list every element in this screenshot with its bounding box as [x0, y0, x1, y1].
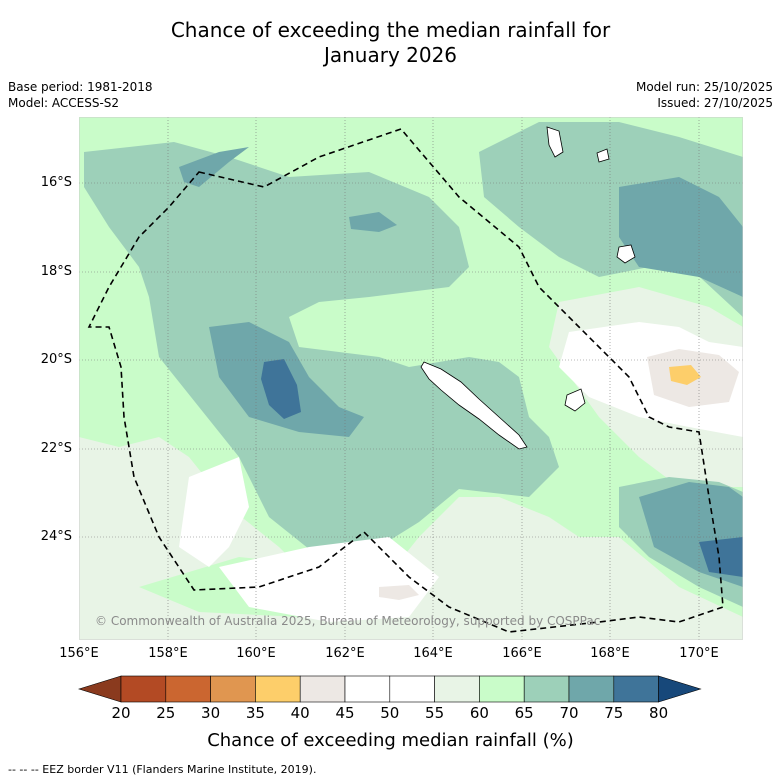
- colorbar-tick-label: 40: [290, 704, 310, 722]
- vanuatu-north: [546, 126, 564, 158]
- lon-label-158e: 158°E: [148, 646, 188, 661]
- colorbar-tick-label: 35: [245, 704, 265, 722]
- colorbar-tick-label: 70: [559, 704, 579, 722]
- base-period-text: Base period: 1981-2018: [8, 80, 153, 94]
- eez-border: [87, 128, 724, 633]
- contour-35-40: [669, 365, 701, 385]
- model-run-text: Model run: 25/10/2025: [635, 80, 773, 94]
- colorbar-tick-label: 65: [514, 704, 534, 722]
- colorbar-segment: [389, 675, 435, 703]
- contour-south-light: [219, 537, 439, 622]
- colorbar-tick-label: 45: [335, 704, 355, 722]
- lat-label-18s: 18°S: [40, 264, 72, 279]
- lon-label-170e: 170°E: [679, 646, 719, 661]
- colorbar-segment: [434, 675, 480, 703]
- colorbar-segment: [165, 675, 211, 703]
- contour-70-75-nw: [179, 147, 249, 187]
- colorbar-segment: [299, 675, 346, 703]
- vanuatu-south: [616, 244, 636, 264]
- lat-label-20s: 20°S: [40, 352, 72, 367]
- colorbar-tick-label: 75: [604, 704, 624, 722]
- colorbar-segment: [210, 675, 256, 703]
- colorbar-tick-label: 20: [111, 704, 131, 722]
- title-line-2: January 2026: [323, 43, 458, 67]
- colorbar-title: Chance of exceeding median rainfall (%): [207, 730, 574, 751]
- colorbar-tick-label: 50: [380, 704, 400, 722]
- lat-label-24s: 24°S: [40, 529, 72, 544]
- contour-75-80-se: [699, 537, 743, 577]
- colorbar: [77, 675, 702, 703]
- meta-left: Base period: 1981-2018 Model: ACCESS-S2: [8, 79, 153, 111]
- colorbar-extend-high: [658, 675, 702, 703]
- lon-label-166e: 166°E: [502, 646, 542, 661]
- coastlines: [420, 126, 636, 450]
- copyright-text: © Commonwealth of Australia 2025, Bureau…: [95, 614, 601, 628]
- colorbar-tick-label: 25: [156, 704, 176, 722]
- colorbar-segment: [479, 675, 525, 703]
- new-caledonia: [420, 361, 528, 450]
- colorbar-tick-label: 80: [649, 704, 669, 722]
- lon-label-168e: 168°E: [590, 646, 630, 661]
- colorbar-segment: [255, 675, 301, 703]
- colorbar-tick-label: 30: [201, 704, 221, 722]
- colorbar-tick-label: 60: [469, 704, 489, 722]
- contour-65-70-ne: [479, 122, 743, 317]
- lat-label-22s: 22°S: [40, 441, 72, 456]
- colorbar-segment: [344, 675, 391, 703]
- colorbar-segment: [120, 675, 167, 703]
- issued-text: Issued: 27/10/2025: [657, 96, 773, 110]
- colorbar-segment: [613, 675, 659, 703]
- model-text: Model: ACCESS-S2: [8, 96, 120, 110]
- title-line-1: Chance of exceeding the median rainfall …: [170, 18, 611, 42]
- contour-south-grey: [379, 585, 419, 600]
- contour-south-white: [179, 457, 249, 567]
- contour-70-75-small: [349, 212, 397, 232]
- lon-label-160e: 160°E: [236, 646, 276, 661]
- chart-title: Chance of exceeding the median rainfall …: [0, 18, 781, 68]
- map-frame: [79, 117, 743, 640]
- loyalty-islands: [564, 388, 586, 412]
- colorbar-segment: [568, 675, 615, 703]
- colorbar-tick-label: 55: [425, 704, 445, 722]
- meta-right: Model run: 25/10/2025 Issued: 27/10/2025: [636, 79, 773, 111]
- lat-label-16s: 16°S: [40, 175, 72, 190]
- contour-70-75-ne: [619, 177, 743, 297]
- colorbar-segment: [523, 675, 570, 703]
- lon-label-164e: 164°E: [413, 646, 453, 661]
- lon-label-156e: 156°E: [59, 646, 99, 661]
- rainfall-map: [79, 117, 743, 640]
- colorbar-extend-low: [77, 675, 122, 703]
- lon-label-162e: 162°E: [325, 646, 365, 661]
- contour-65-70: [84, 142, 559, 557]
- vanuatu-central: [596, 148, 610, 163]
- eez-legend: -- -- -- EEZ border V11 (Flanders Marine…: [8, 763, 317, 776]
- contour-75-80-center: [261, 359, 301, 419]
- contour-45-55: [559, 322, 743, 437]
